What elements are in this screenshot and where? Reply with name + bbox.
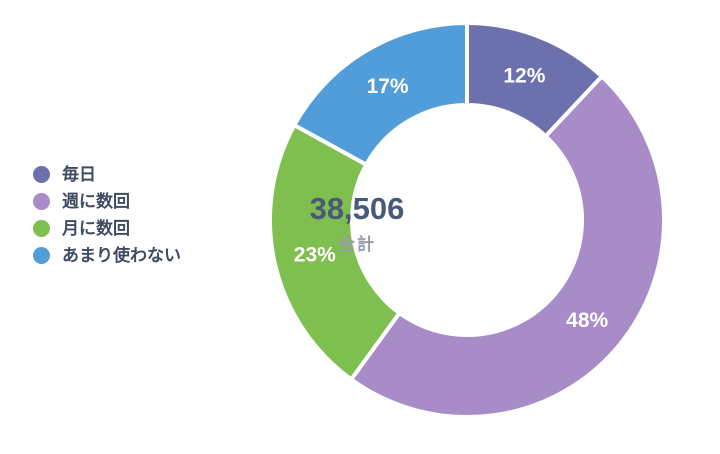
legend-item-rarely: あまり使わない <box>33 247 181 264</box>
legend-item-weekly: 週に数回 <box>33 193 181 210</box>
legend-item-monthly: 月に数回 <box>33 220 181 237</box>
legend-item-daily: 毎日 <box>33 166 181 183</box>
legend-label-rarely: あまり使わない <box>62 246 181 265</box>
legend-swatch-rarely <box>33 247 50 264</box>
legend-label-monthly: 月に数回 <box>62 219 130 238</box>
pie-slice-label-2: 23% <box>294 243 336 266</box>
pie-slice-label-1: 48% <box>566 309 608 332</box>
pie-slice-label-3: 17% <box>367 75 409 98</box>
legend-swatch-weekly <box>33 193 50 210</box>
legend-swatch-monthly <box>33 220 50 237</box>
pie-slice-label-0: 12% <box>503 64 545 87</box>
pie-slice-2 <box>268 123 402 382</box>
pie-slice-1 <box>349 74 667 419</box>
legend-label-weekly: 週に数回 <box>62 192 130 211</box>
legend-label-daily: 毎日 <box>62 165 96 184</box>
center-total: 38,506 合計 <box>247 191 467 255</box>
pie-slice-3 <box>292 21 469 167</box>
legend-swatch-daily <box>33 166 50 183</box>
center-total-label: 合計 <box>338 234 376 254</box>
legend: 毎日 週に数回 月に数回 あまり使わない <box>33 166 181 264</box>
center-total-value: 38,506 <box>309 191 405 226</box>
